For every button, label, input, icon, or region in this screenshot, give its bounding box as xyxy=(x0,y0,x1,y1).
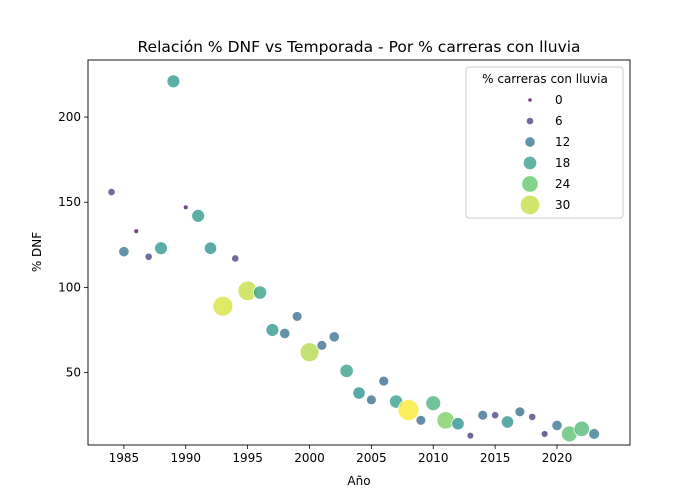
data-point xyxy=(366,394,377,406)
data-point xyxy=(436,411,455,430)
data-point xyxy=(203,241,218,255)
data-point xyxy=(339,363,354,379)
data-point xyxy=(466,431,475,440)
data-point xyxy=(144,252,153,261)
data-point xyxy=(491,411,500,420)
legend-label: 6 xyxy=(555,114,563,128)
legend-marker xyxy=(527,97,533,103)
plot-frame xyxy=(87,59,631,446)
data-point xyxy=(415,414,427,426)
legend-marker xyxy=(522,155,538,171)
data-point xyxy=(540,430,549,438)
legend-box xyxy=(465,66,624,219)
data-point xyxy=(514,406,526,418)
data-point xyxy=(279,327,291,340)
data-point xyxy=(107,187,116,197)
y-tick-label: 50 xyxy=(66,366,81,380)
data-point xyxy=(299,342,320,363)
legend-label: 12 xyxy=(555,135,570,149)
x-tick-label: 2000 xyxy=(294,451,325,465)
data-point xyxy=(166,74,181,89)
data-point xyxy=(265,323,280,337)
data-point xyxy=(500,415,515,429)
y-tick-label: 100 xyxy=(58,280,81,294)
legend-marker xyxy=(519,194,541,216)
x-tick-label: 2005 xyxy=(356,451,387,465)
data-point xyxy=(352,386,366,400)
legend-title: % carreras con lluvia xyxy=(482,72,608,86)
chart-title: Relación % DNF vs Temporada - Por % carr… xyxy=(137,38,580,56)
data-point xyxy=(397,399,420,421)
data-point xyxy=(528,412,537,422)
x-tick-label: 1985 xyxy=(109,451,140,465)
data-point xyxy=(328,331,340,343)
data-point xyxy=(118,246,130,258)
plot-area xyxy=(87,59,631,446)
y-axis: 50 100 150 200 xyxy=(58,110,88,380)
data-point xyxy=(451,417,465,431)
data-point xyxy=(588,428,600,440)
data-point xyxy=(551,419,563,432)
legend-marker xyxy=(525,116,535,126)
x-axis-label: Año xyxy=(347,474,370,488)
y-tick-label: 200 xyxy=(58,110,81,124)
legend-label: 18 xyxy=(555,156,570,170)
x-tick-label: 2010 xyxy=(418,451,449,465)
data-point xyxy=(231,254,240,263)
data-point xyxy=(425,395,442,412)
legend-marker xyxy=(521,175,539,193)
data-point xyxy=(378,375,390,387)
data-point xyxy=(477,409,489,421)
legend-label: 0 xyxy=(555,93,563,107)
y-axis-label: % DNF xyxy=(30,232,44,272)
data-point xyxy=(252,285,268,300)
x-tick-label: 2020 xyxy=(542,451,573,465)
x-tick-label: 2015 xyxy=(480,451,511,465)
legend-label: 30 xyxy=(555,198,570,212)
data-point xyxy=(133,228,140,235)
data-point xyxy=(316,339,328,351)
x-axis: 1985 1990 1995 2000 2005 2010 2015 2020 xyxy=(109,445,573,465)
legend: % carreras con lluvia 0 6 12 18 24 30 xyxy=(465,66,624,219)
data-point xyxy=(191,208,206,223)
legend-label: 24 xyxy=(555,177,570,191)
legend-entries: 0 6 12 18 24 30 xyxy=(519,93,570,216)
data-point xyxy=(154,241,168,256)
points-layer xyxy=(107,74,600,443)
data-point xyxy=(182,204,189,211)
x-tick-label: 1995 xyxy=(232,451,263,465)
data-point xyxy=(291,311,303,322)
y-tick-label: 150 xyxy=(58,195,81,209)
data-point xyxy=(212,295,234,317)
legend-marker xyxy=(524,136,536,148)
x-tick-label: 1990 xyxy=(170,451,201,465)
data-point xyxy=(573,420,590,437)
